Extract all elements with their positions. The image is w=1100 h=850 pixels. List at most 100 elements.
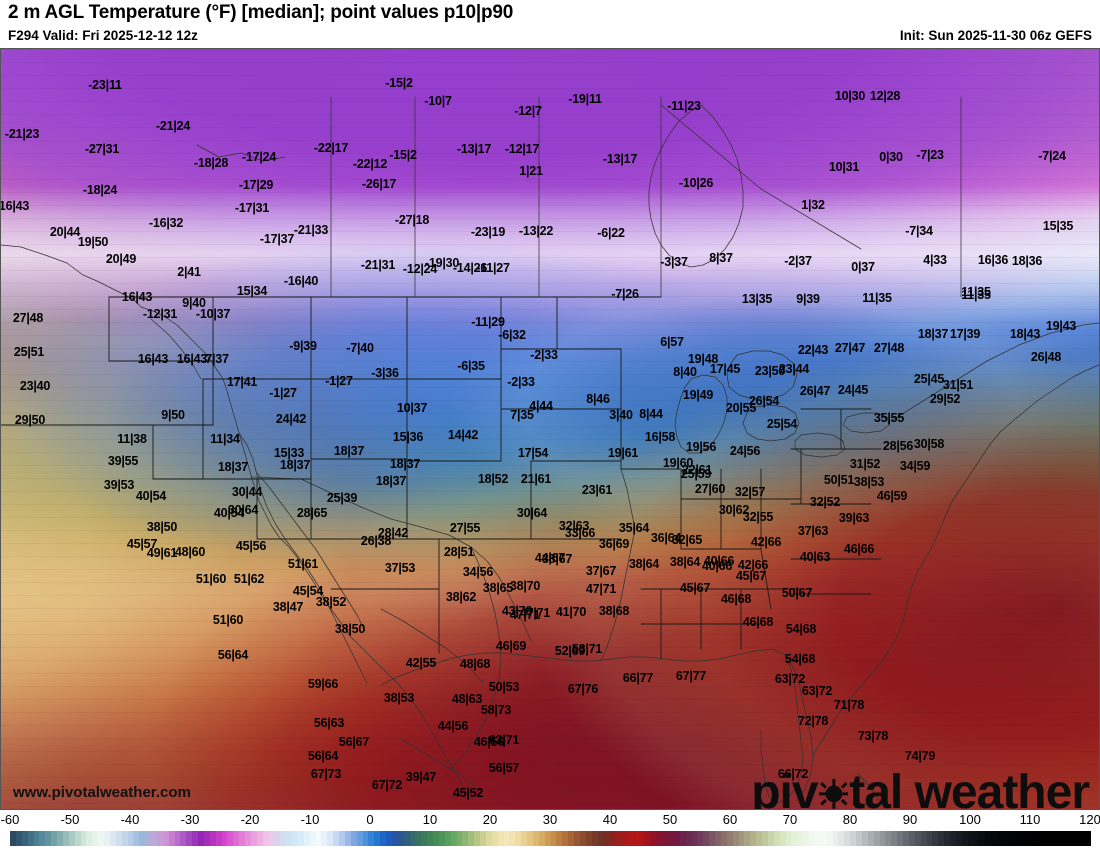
point-value: 17|54 [517,446,549,460]
point-value: -1|27 [269,386,297,400]
colorbar-segment [497,831,504,846]
colorbar-segment [726,831,733,846]
point-value: -18|28 [193,156,229,170]
colorbar-segment [286,831,292,846]
point-value: 39|55 [107,454,139,468]
map-viewport[interactable]: -23|11 -21|23 -21|24 -27|31 -18|24 16|43 -16|3… [0,48,1100,810]
colorbar-segment [797,831,804,846]
colorbar-segment [550,831,557,846]
colorbar-segment [856,831,862,846]
point-value: -7|26 [611,287,639,301]
colorbar-segment [579,831,586,846]
point-value: 27|47 [834,341,866,355]
colorbar-segment [985,831,992,846]
point-value: 71|78 [833,698,865,712]
colorbar-tick: -40 [120,812,140,827]
colorbar-gradient[interactable] [10,831,1091,846]
point-value: -12|24 [402,262,438,276]
colorbar-segment [374,831,381,846]
colorbar-segment [885,831,892,846]
quebec-ontario-border [661,105,861,249]
colorbar-segment [433,831,439,846]
point-value: 42|66 [737,558,769,572]
colorbar-segment [1073,831,1080,846]
point-value: 0|37 [851,260,875,274]
point-value: -22|12 [352,157,388,171]
point-value: 24|45 [837,383,869,397]
point-value: 27|48 [873,341,905,355]
colorbar-segment [703,831,710,846]
point-value: -2|33 [530,348,558,362]
point-value: 24|42 [275,412,307,426]
colorbar-segment [162,831,169,846]
point-value: 18|37 [333,444,365,458]
colorbar-segment [462,831,469,846]
colorbar-segment [521,831,527,846]
colorbar-segment [891,831,898,846]
colorbar-segment [356,831,363,846]
colorbar-segment [538,831,545,846]
point-value: 72|78 [797,714,829,728]
point-value: 15|34 [236,284,268,298]
point-value: 42|66 [750,535,782,549]
point-value: 15|33 [273,446,305,460]
colorbar-segment [409,831,416,846]
point-value: -6|32 [498,328,526,342]
colorbar-segment [292,831,298,846]
point-value: 4|44 [529,399,553,413]
colorbar-segment [280,831,287,846]
point-value: 7|37 [205,352,229,366]
colorbar-segment [779,831,786,846]
colorbar-segment [908,831,915,846]
point-value: 45|56 [235,539,267,553]
point-value: 8|44 [639,407,663,421]
point-value: -21|23 [4,127,40,141]
mexico-state-border [401,739,479,789]
colorbar-segment [1032,831,1039,846]
colorbar-segment [344,831,351,846]
colorbar-segment [826,831,833,846]
logo-text-b: tal weather [849,766,1090,810]
point-value: 16|43 [0,199,30,213]
colorbar-tick: 120 [1079,812,1100,827]
point-value: 16|43 [121,290,153,304]
river-nw [151,319,201,379]
point-value: -9|39 [289,339,317,353]
colorbar-segment [192,831,198,846]
point-value: 47|71 [585,582,617,596]
colorbar-segment [662,831,668,846]
colorbar-segment [503,831,510,846]
colorbar-segment [391,831,398,846]
point-value: -23|11 [88,78,122,92]
point-value: 27|55 [449,521,481,535]
florida-outline [761,655,803,803]
colorbar-segment [679,831,686,846]
gulf-coastline [381,649,813,801]
colorbar-segment [1020,831,1027,846]
point-value: 18|52 [477,472,509,486]
atlantic-warm-layer [1,49,1099,809]
colorbar-segment [480,831,486,846]
colorbar-segment [509,831,516,846]
geography-overlay [1,49,1099,809]
colorbar[interactable]: -60 -50 -40 -30 -20 -10 0 10 20 30 40 50 60 70 80 90 100… [0,812,1100,850]
point-value: 63|71 [488,733,520,747]
point-value: 66|72 [777,767,809,781]
point-value: -3|37 [660,255,688,269]
colorbar-tick: -10 [300,812,320,827]
colorbar-segment [303,831,310,846]
point-value: 30|58 [913,437,945,451]
colorbar-segment [744,831,751,846]
colorbar-segment [979,831,986,846]
mexico-state-border [381,609,483,683]
point-value: -6|22 [597,226,625,240]
colorbar-segment [691,831,698,846]
colorbar-segment [15,831,22,846]
point-value: -11|23 [667,99,701,113]
colorbar-segment [297,831,304,846]
point-value: 28|42 [377,526,409,540]
point-value: -21|24 [155,119,191,133]
colorbar-segment [861,831,868,846]
mexico-state-border [439,547,501,781]
bahamas-outline [857,773,883,805]
